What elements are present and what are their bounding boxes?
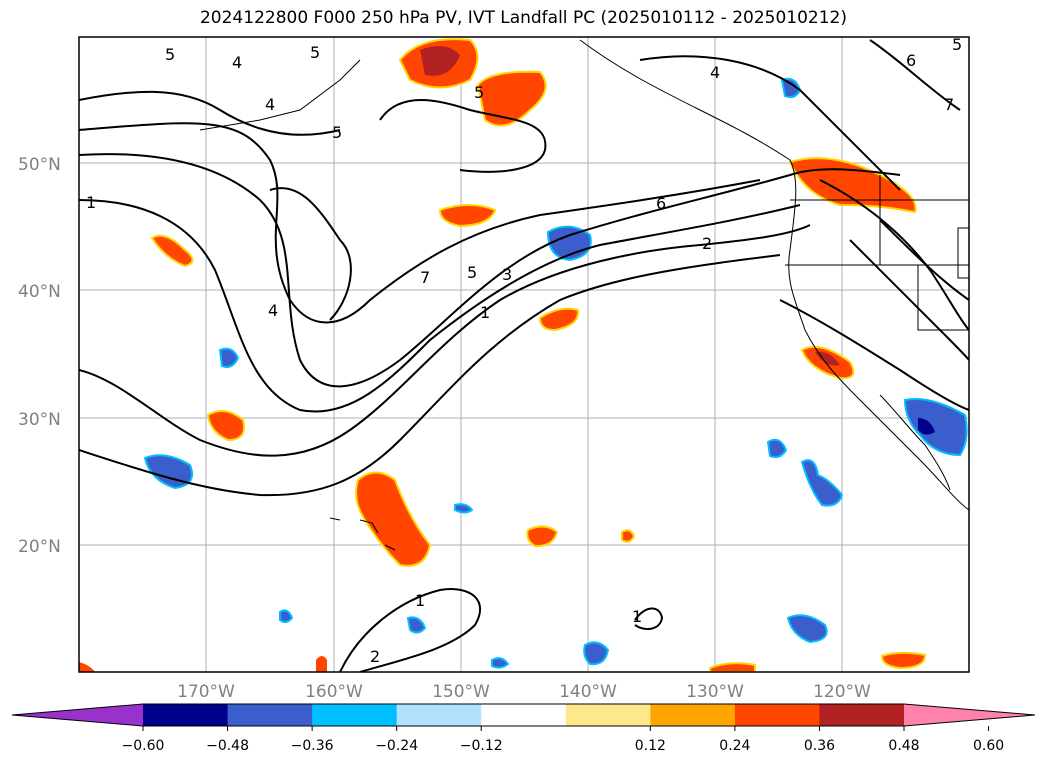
colorbar-swatch (904, 704, 1035, 726)
contour-label: 1 (415, 591, 425, 610)
colorbar-tick-label: −0.36 (291, 738, 334, 754)
contour-label: 3 (502, 265, 512, 284)
map-frame (78, 36, 970, 673)
contour-label: 5 (474, 83, 484, 102)
colorbar-swatch (650, 704, 736, 726)
contour-label: 6 (656, 194, 666, 213)
colorbar-tick-label: 0.12 (635, 738, 666, 754)
colorbar-swatch (734, 704, 820, 726)
colorbar-tick-label: −0.60 (122, 738, 165, 754)
lon-label: 120°W (813, 682, 871, 702)
lon-label: 150°W (432, 682, 490, 702)
contour-label: 5 (165, 45, 175, 64)
lat-label: 30°N (18, 410, 61, 430)
colorbar-swatch (481, 704, 567, 726)
colorbar-swatch (819, 704, 905, 726)
latitude-labels: 50°N 40°N 30°N 20°N (18, 155, 61, 557)
pv-contours (79, 39, 969, 672)
contour-label: 2 (370, 647, 380, 666)
colorbar-swatch (565, 704, 651, 726)
contour-label: 5 (467, 263, 477, 282)
colorbar-tick-label: −0.48 (206, 738, 249, 754)
colorbar-swatch (227, 704, 313, 726)
contour-label: 4 (232, 53, 242, 72)
colorbar-tick-label: −0.12 (460, 738, 503, 754)
contour-label: 4 (268, 301, 278, 320)
contour-label: 7 (944, 95, 954, 114)
contour-label: 1 (480, 303, 490, 322)
contour-label: 2 (702, 234, 712, 253)
ivt-shading (79, 38, 968, 672)
colorbar-tick-label: 0.48 (888, 738, 919, 754)
colorbar-swatch (312, 704, 398, 726)
lat-label: 20°N (18, 537, 61, 557)
colorbar-swatch (396, 704, 482, 726)
colorbar-swatch (143, 704, 229, 726)
colorbar-tick-label: 0.60 (973, 738, 1004, 754)
lon-label: 160°W (305, 682, 363, 702)
contour-label: 5 (952, 35, 962, 54)
contour-labels: 5 4 5 4 5 1 5 4 4 6 2 7 5 3 1 6 7 1 1 2 … (86, 35, 962, 666)
map-title: 2024122800 F000 250 hPa PV, IVT Landfall… (199, 8, 847, 28)
coastlines (199, 39, 969, 551)
contour-label: 4 (710, 63, 720, 82)
contour-label: 7 (420, 268, 430, 287)
lat-label: 40°N (18, 282, 61, 302)
lon-label: 170°W (177, 682, 235, 702)
lat-label: 50°N (18, 155, 61, 175)
colorbar-tick-label: 0.36 (804, 738, 835, 754)
lon-label: 130°W (686, 682, 744, 702)
longitude-labels: 170°W 160°W 150°W 140°W 130°W 120°W (177, 682, 871, 702)
lon-label: 140°W (559, 682, 617, 702)
contour-label: 5 (332, 123, 342, 142)
contour-label: 1 (86, 193, 96, 212)
colorbar-swatch (12, 704, 143, 726)
colorbar-tick-label: −0.24 (375, 738, 418, 754)
contour-label: 4 (265, 95, 275, 114)
contour-label: 5 (310, 43, 320, 62)
contour-label: 6 (906, 51, 916, 70)
colorbar-tick-label: 0.24 (719, 738, 750, 754)
colorbar: −0.60 −0.48 −0.36 −0.24 −0.12 0.12 0.24 0.36 0.4… (11, 703, 1036, 754)
contour-label: 1 (632, 607, 642, 626)
